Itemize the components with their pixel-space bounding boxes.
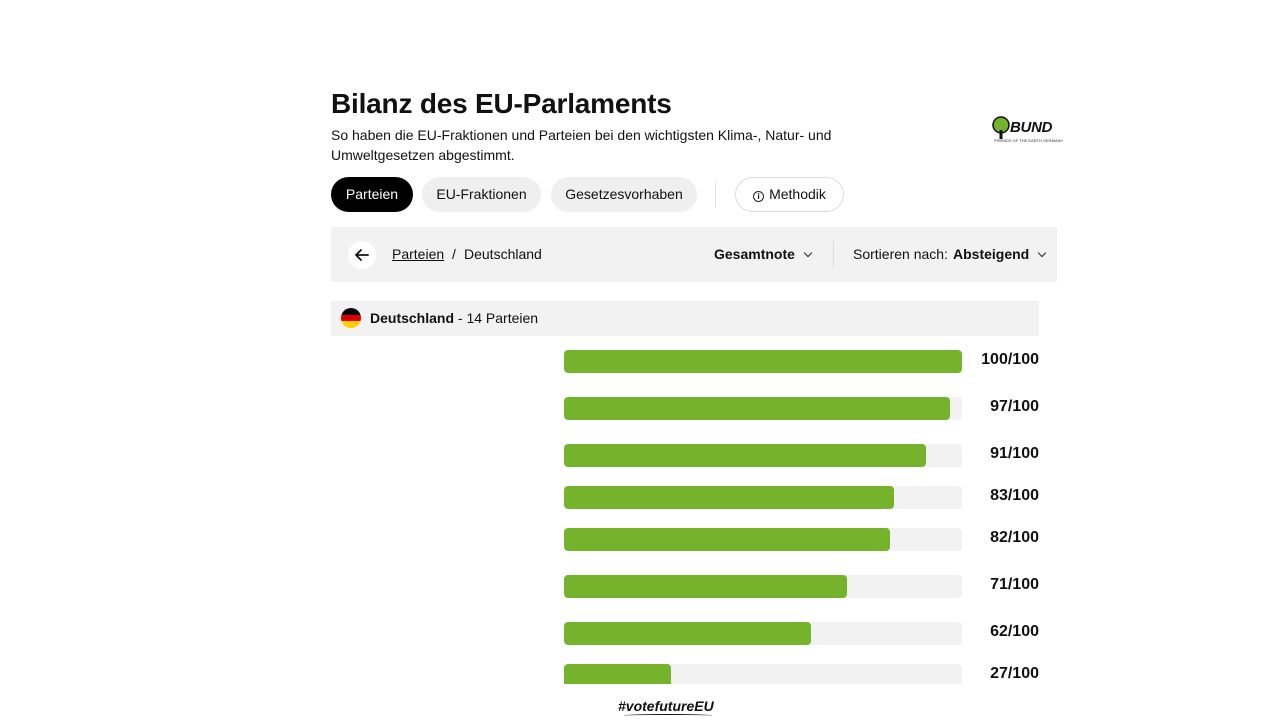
score-bar-fill bbox=[564, 397, 951, 420]
page-subtitle: So haben die EU-Fraktionen und Parteien … bbox=[331, 127, 832, 163]
score-label: 100/100 bbox=[981, 351, 1039, 368]
filter-toolbar: Parteien / Deutschland Gesamtnote Sortie… bbox=[331, 227, 1057, 282]
score-label: 27/100 bbox=[990, 665, 1039, 682]
score-bar-track bbox=[564, 575, 962, 598]
germany-flag-icon bbox=[341, 308, 361, 328]
methodik-label: Methodik bbox=[769, 186, 826, 202]
sort-label: Sortieren nach: bbox=[853, 246, 948, 262]
score-bar-fill bbox=[564, 575, 847, 598]
tab-divider bbox=[715, 181, 716, 208]
party-row[interactable]: 71/100 bbox=[331, 575, 1057, 598]
score-label: 83/100 bbox=[990, 487, 1039, 504]
score-bar-track bbox=[564, 622, 962, 645]
chevron-down-icon bbox=[803, 248, 813, 258]
back-button[interactable] bbox=[348, 241, 376, 269]
metric-dropdown[interactable]: Gesamtnote bbox=[714, 246, 813, 262]
breadcrumb-separator: / bbox=[452, 246, 456, 262]
metric-value: Gesamtnote bbox=[714, 246, 795, 262]
methodik-button[interactable]: i Methodik bbox=[735, 177, 844, 212]
score-label: 62/100 bbox=[990, 623, 1039, 640]
view-tabs: Parteien EU-Fraktionen Gesetzesvorhaben … bbox=[331, 177, 1057, 212]
score-bar-fill bbox=[564, 486, 895, 509]
party-row[interactable]: 27/100 bbox=[331, 664, 1057, 684]
score-bar-track bbox=[564, 350, 962, 373]
score-label: 71/100 bbox=[990, 576, 1039, 593]
sort-value: Absteigend bbox=[953, 246, 1030, 262]
party-row[interactable]: 91/100 bbox=[331, 444, 1057, 467]
score-bar-track bbox=[564, 664, 962, 684]
country-title: Deutschland - 14 Parteien bbox=[370, 310, 538, 326]
tree-icon bbox=[992, 116, 1010, 139]
score-label: 91/100 bbox=[990, 445, 1039, 462]
page-title: Bilanz des EU-Parlaments bbox=[331, 88, 672, 119]
arrow-left-icon bbox=[355, 249, 369, 261]
score-list: 100/100 97/100 91/100 83/100 82/100 71/100 62/… bbox=[331, 340, 1057, 684]
score-bar-track bbox=[564, 528, 962, 551]
toolbar-divider bbox=[833, 241, 834, 268]
party-row[interactable]: 100/100 bbox=[331, 350, 1057, 373]
country-name: Deutschland bbox=[370, 310, 455, 326]
party-row[interactable]: 62/100 bbox=[331, 622, 1057, 645]
score-bar-track bbox=[564, 444, 962, 467]
breadcrumb-parent-link[interactable]: Parteien bbox=[392, 246, 445, 262]
score-bar-track bbox=[564, 486, 962, 509]
party-row[interactable]: 82/100 bbox=[331, 528, 1057, 551]
country-header: Deutschland - 14 Parteien bbox=[331, 301, 1039, 336]
party-row[interactable]: 83/100 bbox=[331, 486, 1057, 509]
score-bar-fill bbox=[564, 350, 962, 373]
score-bar-fill bbox=[564, 528, 891, 551]
tab-eu-fraktionen[interactable]: EU-Fraktionen bbox=[422, 177, 541, 212]
tab-parteien[interactable]: Parteien bbox=[331, 177, 413, 212]
main-panel: Bilanz des EU-Parlaments So haben die EU… bbox=[331, 0, 1063, 720]
tab-gesetzesvorhaben[interactable]: Gesetzesvorhaben bbox=[551, 177, 697, 212]
score-bar-fill bbox=[564, 622, 811, 645]
logo-text: BUND bbox=[1010, 119, 1053, 136]
party-count: - 14 Parteien bbox=[457, 310, 539, 326]
chevron-down-icon bbox=[1037, 248, 1047, 258]
campaign-hashtag: #votefutureEU bbox=[618, 698, 714, 714]
logo-tagline: FRIENDS OF THE EARTH GERMANY bbox=[994, 138, 1064, 143]
breadcrumb-current: Deutschland bbox=[464, 246, 542, 262]
party-row[interactable]: 97/100 bbox=[331, 397, 1057, 420]
score-label: 97/100 bbox=[990, 398, 1039, 415]
score-bar-fill bbox=[564, 664, 672, 684]
bund-logo: BUND FRIENDS OF THE EARTH GERMANY bbox=[990, 116, 1063, 146]
info-icon: i bbox=[753, 191, 765, 202]
score-bar-fill bbox=[564, 444, 927, 467]
hashtag-underline bbox=[624, 714, 712, 717]
score-bar-track bbox=[564, 397, 962, 420]
score-label: 82/100 bbox=[990, 529, 1039, 546]
sort-dropdown[interactable]: Absteigend bbox=[953, 246, 1047, 262]
